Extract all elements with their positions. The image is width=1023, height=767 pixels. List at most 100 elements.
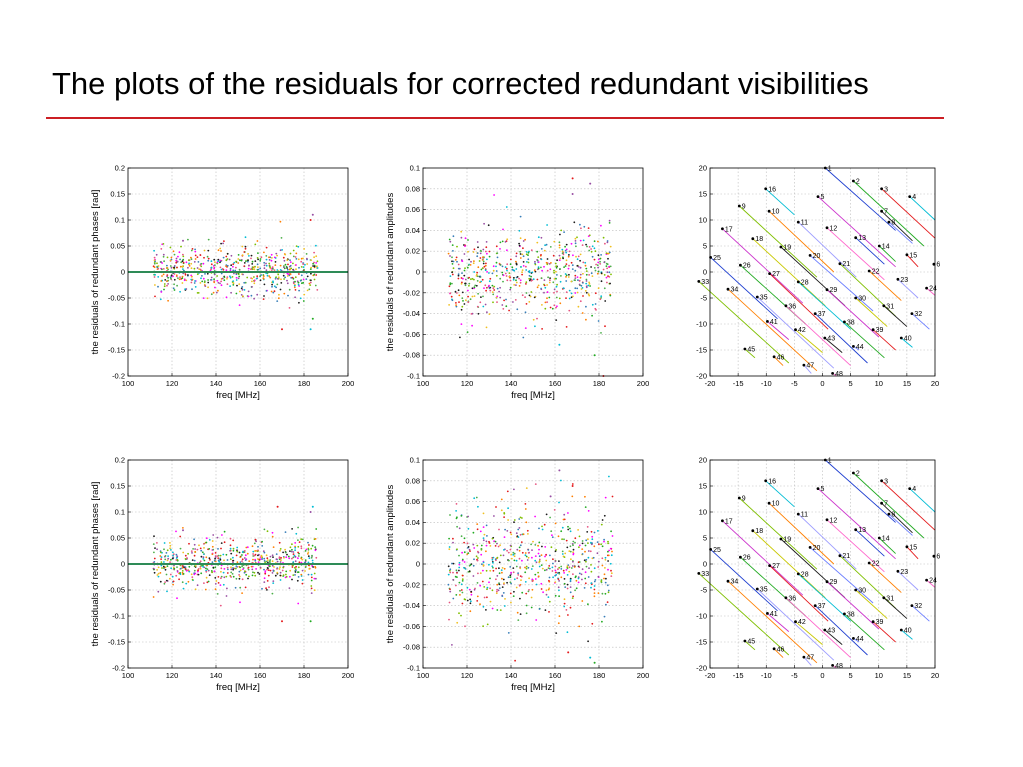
x-axis-label: freq [MHz] xyxy=(511,682,555,693)
baseline-marker xyxy=(852,637,855,640)
baseline-marker xyxy=(882,596,886,600)
baseline-marker xyxy=(932,554,936,558)
data-point xyxy=(163,548,165,551)
data-point xyxy=(601,592,604,595)
data-point xyxy=(594,250,597,253)
data-point xyxy=(484,284,487,287)
outlier-point xyxy=(593,354,596,357)
data-point xyxy=(253,297,256,300)
data-point xyxy=(521,591,524,594)
data-point xyxy=(247,568,250,571)
data-point xyxy=(516,611,519,614)
data-point xyxy=(291,578,293,581)
data-point xyxy=(303,248,305,250)
data-point xyxy=(568,264,570,267)
data-point xyxy=(305,278,308,280)
data-point xyxy=(204,285,207,287)
data-point xyxy=(509,286,512,289)
data-point xyxy=(524,566,526,569)
data-point xyxy=(265,290,268,292)
data-point xyxy=(495,567,497,570)
data-point xyxy=(582,282,584,284)
data-point xyxy=(451,299,454,302)
data-point xyxy=(491,291,494,293)
data-point xyxy=(190,550,193,552)
baseline-label: 34 xyxy=(731,579,739,586)
data-point xyxy=(284,531,287,533)
data-point xyxy=(316,260,319,263)
data-point xyxy=(471,277,474,280)
data-point xyxy=(536,241,539,244)
data-point xyxy=(284,548,286,551)
data-point xyxy=(599,298,602,301)
data-point xyxy=(574,274,577,277)
data-point xyxy=(252,550,255,553)
data-point xyxy=(452,267,455,270)
data-point xyxy=(469,610,472,613)
data-point xyxy=(245,573,248,576)
data-point xyxy=(531,549,533,551)
data-point xyxy=(232,567,234,569)
data-point xyxy=(600,224,602,227)
data-point xyxy=(447,252,450,255)
data-point xyxy=(222,242,225,245)
data-point xyxy=(476,559,479,562)
data-point xyxy=(211,540,214,542)
data-point xyxy=(243,265,246,267)
data-point xyxy=(196,256,199,258)
data-point xyxy=(163,582,166,585)
data-point xyxy=(229,549,232,552)
data-point xyxy=(507,576,510,579)
data-point xyxy=(251,260,254,263)
data-point xyxy=(560,275,562,277)
baseline-marker xyxy=(880,501,883,505)
data-point xyxy=(300,575,303,577)
data-point xyxy=(193,538,195,541)
data-point xyxy=(473,260,475,262)
data-point xyxy=(557,568,559,571)
data-point xyxy=(574,537,577,540)
data-point xyxy=(179,290,181,293)
x-tick-label: -5 xyxy=(791,379,798,388)
data-point xyxy=(593,592,596,594)
data-point xyxy=(272,281,274,284)
data-point xyxy=(286,282,289,285)
data-point xyxy=(610,530,612,533)
baseline-line xyxy=(855,529,885,557)
data-point xyxy=(594,579,597,581)
data-point xyxy=(574,292,577,294)
data-point xyxy=(261,545,264,547)
data-point xyxy=(545,513,548,516)
data-point xyxy=(294,296,296,299)
data-point xyxy=(473,248,476,251)
baseline-line xyxy=(797,573,851,622)
data-point xyxy=(243,281,246,284)
data-point xyxy=(291,557,293,560)
data-point xyxy=(563,605,566,608)
data-point xyxy=(479,301,482,304)
baseline-label: 11 xyxy=(801,220,808,227)
data-point xyxy=(248,560,251,562)
data-point xyxy=(289,259,291,262)
baseline-label: 37 xyxy=(818,311,826,318)
data-point xyxy=(513,521,515,524)
data-point xyxy=(492,287,495,290)
data-point xyxy=(532,540,534,543)
data-point xyxy=(536,286,539,289)
data-point xyxy=(449,590,452,593)
baseline-marker xyxy=(766,320,769,323)
data-point xyxy=(506,581,508,584)
data-point xyxy=(286,275,289,277)
data-point xyxy=(540,288,543,291)
y-tick-label: 0 xyxy=(703,560,707,569)
data-point xyxy=(173,253,176,256)
data-point xyxy=(518,557,521,560)
data-point xyxy=(466,542,469,545)
baseline-line xyxy=(797,221,857,278)
plot-axes: 100 120 140 160 180 200-0.1-0.08-0.06-0.04-0.… xyxy=(385,164,649,402)
data-point xyxy=(538,527,540,530)
data-point xyxy=(280,559,282,561)
data-point xyxy=(204,273,206,275)
data-point xyxy=(503,516,505,518)
data-point xyxy=(199,282,202,284)
